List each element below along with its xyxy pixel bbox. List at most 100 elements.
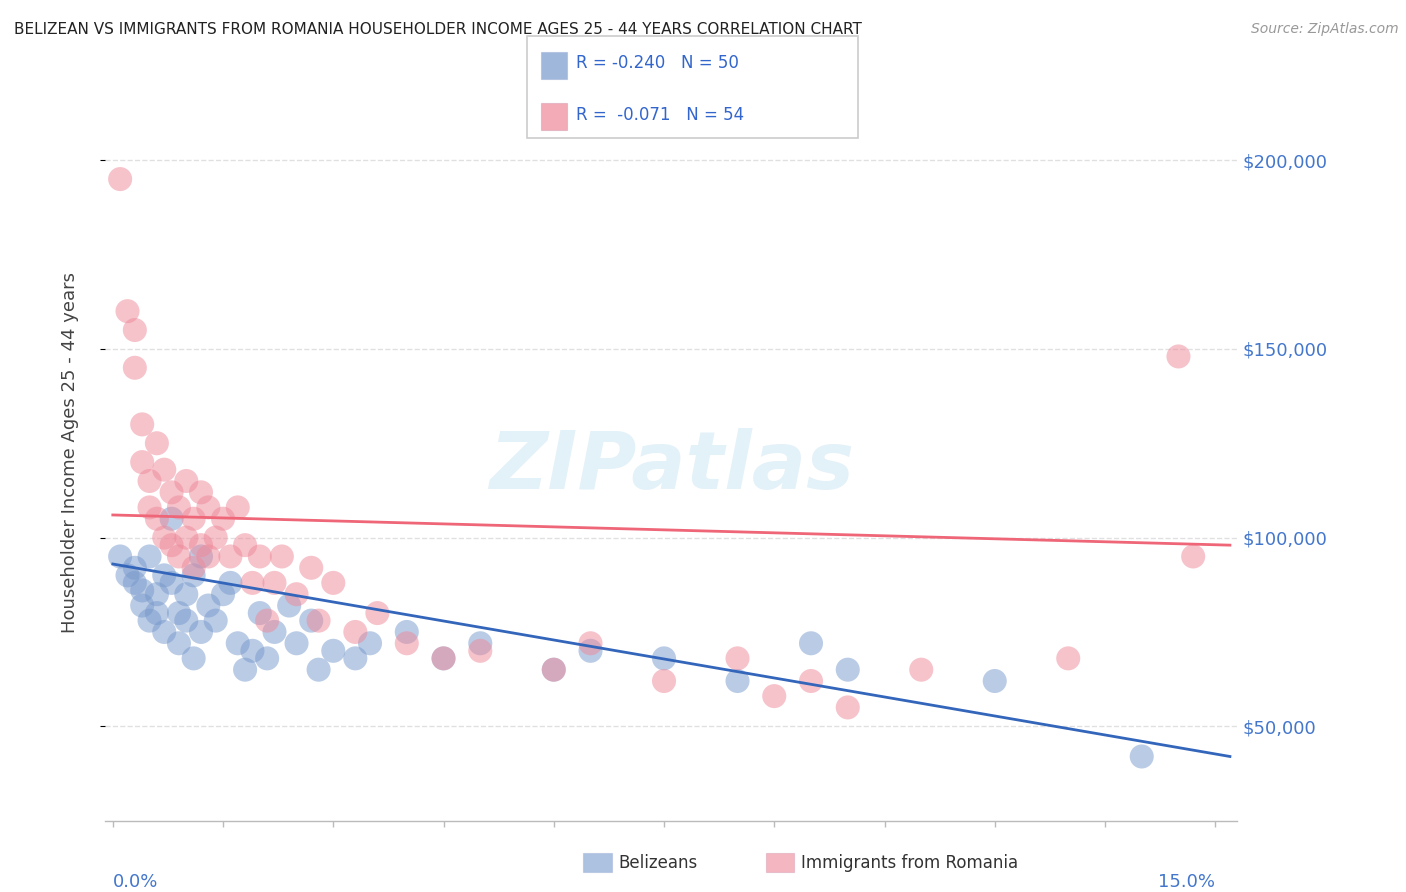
- Point: [190, 549, 212, 564]
- Point: [138, 614, 160, 628]
- Point: [395, 636, 418, 650]
- Text: Belizeans: Belizeans: [619, 854, 697, 871]
- Text: Immigrants from Romania: Immigrants from Romania: [801, 854, 1018, 871]
- Point: [219, 575, 242, 590]
- Point: [138, 549, 160, 564]
- Point: [131, 599, 153, 613]
- Point: [212, 512, 235, 526]
- Point: [432, 651, 454, 665]
- Point: [432, 651, 454, 665]
- Point: [197, 599, 219, 613]
- Point: [183, 568, 205, 582]
- Point: [322, 575, 344, 590]
- Point: [263, 575, 285, 590]
- Point: [131, 417, 153, 432]
- Point: [285, 587, 308, 601]
- Point: [837, 663, 859, 677]
- Point: [299, 561, 322, 575]
- Point: [233, 663, 256, 677]
- Point: [1167, 350, 1189, 364]
- Text: 0.0%: 0.0%: [112, 873, 157, 891]
- Text: 15.0%: 15.0%: [1159, 873, 1215, 891]
- Point: [727, 673, 749, 688]
- Point: [183, 561, 205, 575]
- Point: [167, 636, 190, 650]
- Point: [174, 614, 197, 628]
- Point: [983, 673, 1005, 688]
- Point: [131, 583, 153, 598]
- Point: [183, 651, 205, 665]
- Point: [183, 512, 205, 526]
- Text: Source: ZipAtlas.com: Source: ZipAtlas.com: [1251, 22, 1399, 37]
- Point: [233, 538, 256, 552]
- Point: [344, 651, 367, 665]
- Y-axis label: Householder Income Ages 25 - 44 years: Householder Income Ages 25 - 44 years: [60, 272, 79, 633]
- Point: [160, 512, 183, 526]
- Point: [543, 663, 565, 677]
- Point: [131, 455, 153, 469]
- Point: [124, 360, 146, 375]
- Text: R = -0.240   N = 50: R = -0.240 N = 50: [576, 54, 740, 72]
- Text: R =  -0.071   N = 54: R = -0.071 N = 54: [576, 105, 745, 124]
- Point: [344, 624, 367, 639]
- Point: [204, 614, 226, 628]
- Point: [160, 575, 183, 590]
- Point: [800, 636, 823, 650]
- Point: [1057, 651, 1080, 665]
- Point: [190, 538, 212, 552]
- Point: [395, 624, 418, 639]
- Point: [256, 651, 278, 665]
- Point: [910, 663, 932, 677]
- Point: [263, 624, 285, 639]
- Point: [190, 624, 212, 639]
- Point: [249, 549, 271, 564]
- Point: [219, 549, 242, 564]
- Point: [146, 436, 169, 450]
- Point: [153, 624, 176, 639]
- Point: [174, 474, 197, 488]
- Point: [270, 549, 292, 564]
- Point: [359, 636, 381, 650]
- Point: [160, 485, 183, 500]
- Point: [470, 636, 492, 650]
- Point: [800, 673, 823, 688]
- Text: ZIPatlas: ZIPatlas: [489, 428, 853, 507]
- Point: [366, 606, 388, 620]
- Point: [117, 304, 139, 318]
- Point: [285, 636, 308, 650]
- Point: [108, 172, 131, 186]
- Point: [308, 663, 330, 677]
- Point: [124, 561, 146, 575]
- Point: [652, 673, 675, 688]
- Point: [1182, 549, 1205, 564]
- Point: [160, 538, 183, 552]
- Point: [242, 575, 264, 590]
- Text: BELIZEAN VS IMMIGRANTS FROM ROMANIA HOUSEHOLDER INCOME AGES 25 - 44 YEARS CORREL: BELIZEAN VS IMMIGRANTS FROM ROMANIA HOUS…: [14, 22, 862, 37]
- Point: [543, 663, 565, 677]
- Point: [190, 485, 212, 500]
- Point: [579, 636, 602, 650]
- Point: [108, 549, 131, 564]
- Point: [167, 549, 190, 564]
- Point: [249, 606, 271, 620]
- Point: [278, 599, 301, 613]
- Point: [174, 531, 197, 545]
- Point: [167, 500, 190, 515]
- Point: [652, 651, 675, 665]
- Point: [146, 606, 169, 620]
- Point: [579, 644, 602, 658]
- Point: [727, 651, 749, 665]
- Point: [322, 644, 344, 658]
- Point: [167, 606, 190, 620]
- Point: [242, 644, 264, 658]
- Point: [146, 512, 169, 526]
- Point: [117, 568, 139, 582]
- Point: [153, 568, 176, 582]
- Point: [763, 689, 786, 703]
- Point: [226, 636, 249, 650]
- Point: [138, 474, 160, 488]
- Point: [124, 323, 146, 337]
- Point: [1130, 749, 1153, 764]
- Point: [153, 531, 176, 545]
- Point: [837, 700, 859, 714]
